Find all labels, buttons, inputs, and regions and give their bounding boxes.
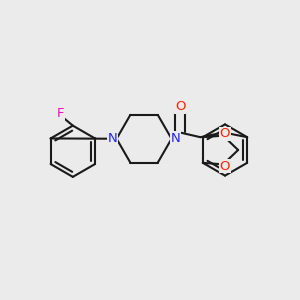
Text: F: F xyxy=(57,107,64,120)
Text: O: O xyxy=(220,127,230,140)
Text: O: O xyxy=(175,100,185,113)
Text: O: O xyxy=(220,160,230,173)
Text: N: N xyxy=(107,132,117,145)
Text: N: N xyxy=(171,132,181,145)
